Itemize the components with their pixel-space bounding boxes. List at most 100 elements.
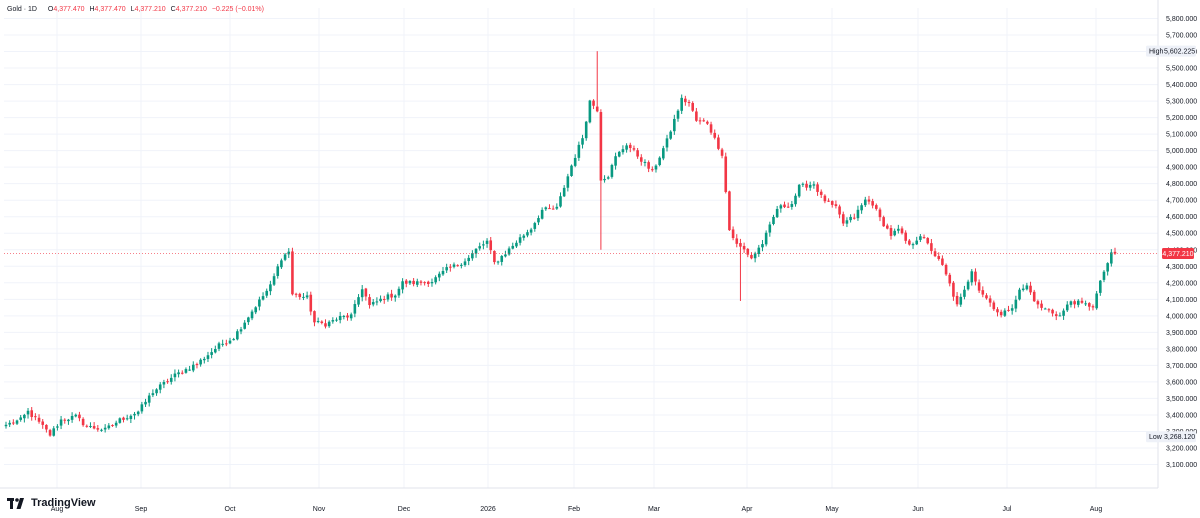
candle-body bbox=[662, 148, 665, 159]
candle-body bbox=[816, 184, 819, 192]
candle-body bbox=[1095, 293, 1098, 309]
candle-body bbox=[1084, 303, 1087, 305]
candle-body bbox=[731, 229, 735, 239]
y-tick-label: 5,700.000 bbox=[1166, 33, 1197, 40]
candle-body bbox=[632, 148, 636, 150]
candle-body bbox=[830, 201, 834, 205]
candle-body bbox=[852, 217, 856, 219]
candle-body bbox=[933, 251, 937, 257]
candle-body bbox=[460, 264, 463, 266]
candle-body bbox=[834, 204, 838, 207]
candle-body bbox=[930, 243, 933, 251]
candle-body bbox=[1003, 310, 1007, 316]
candle-body bbox=[544, 207, 548, 210]
candle-body bbox=[30, 410, 34, 417]
candle-body bbox=[496, 261, 500, 263]
candle-body bbox=[639, 157, 643, 162]
candle-body bbox=[680, 97, 683, 111]
candle-body bbox=[709, 124, 713, 133]
candle-body bbox=[283, 254, 287, 260]
candle-body bbox=[269, 284, 272, 292]
y-tick-label: 4,500.000 bbox=[1166, 231, 1197, 238]
candle-body bbox=[908, 240, 911, 245]
candle-body bbox=[430, 282, 434, 284]
candle-body bbox=[838, 206, 841, 215]
candle-body bbox=[746, 248, 750, 255]
high-value: 4,377.470 bbox=[94, 6, 126, 13]
candle-body bbox=[540, 209, 544, 219]
candle-body bbox=[195, 364, 199, 366]
candle-body bbox=[673, 118, 676, 132]
candle-body bbox=[118, 418, 122, 423]
candle-body bbox=[566, 176, 570, 188]
candle-body bbox=[1018, 289, 1021, 300]
low-value: 4,377.210 bbox=[134, 6, 166, 13]
y-tick-label: 5,000.000 bbox=[1166, 148, 1197, 155]
candle-body bbox=[23, 414, 26, 419]
candle-body bbox=[427, 281, 430, 284]
candle-body bbox=[169, 377, 173, 382]
candle-body bbox=[1073, 301, 1076, 305]
time-axis[interactable]: Aug Sep Oct Nov Dec 2026 Feb Mar Apr May Jun Jul Aug bbox=[51, 506, 1103, 513]
y-tick-label: 4,900.000 bbox=[1166, 165, 1197, 172]
candle-body bbox=[438, 273, 441, 278]
candle-body bbox=[1091, 306, 1095, 308]
candle-body bbox=[948, 274, 952, 284]
candle-body bbox=[779, 205, 783, 209]
candle-body bbox=[617, 151, 621, 157]
x-tick-label: Feb bbox=[568, 506, 580, 513]
candle-body bbox=[184, 369, 188, 373]
y-tick-label: 3,900.000 bbox=[1166, 330, 1197, 337]
tradingview-logo[interactable]: TradingView bbox=[7, 497, 96, 509]
candle-body bbox=[768, 224, 772, 233]
candle-body bbox=[937, 256, 941, 259]
candle-body bbox=[999, 311, 1003, 316]
candle-body bbox=[959, 296, 963, 305]
candle-body bbox=[214, 349, 217, 353]
candle-body bbox=[393, 295, 397, 298]
candle-body bbox=[309, 294, 313, 312]
candle-body bbox=[926, 238, 930, 244]
candle-body bbox=[801, 183, 805, 185]
candle-body bbox=[985, 295, 988, 299]
candle-body bbox=[753, 253, 757, 259]
candle-body bbox=[654, 165, 658, 170]
candle-body bbox=[687, 102, 691, 104]
candle-body bbox=[595, 106, 599, 112]
candle-body bbox=[45, 424, 48, 430]
candle-body bbox=[970, 271, 974, 283]
x-tick-label: Sep bbox=[135, 506, 148, 513]
price-axis[interactable]: 5,800.0005,700.0005,600.0005,500.0005,40… bbox=[1166, 16, 1197, 469]
candle-body bbox=[577, 144, 581, 158]
candle-body bbox=[239, 329, 243, 332]
candle-body bbox=[41, 421, 45, 425]
candle-body bbox=[1029, 285, 1032, 293]
candle-body bbox=[247, 317, 250, 323]
y-tick-label: 5,400.000 bbox=[1166, 82, 1197, 89]
candle-body bbox=[628, 144, 632, 149]
symbol-name[interactable]: Gold · 1D bbox=[7, 6, 37, 13]
candle-body bbox=[100, 429, 103, 431]
candle-body bbox=[67, 419, 70, 422]
candle-body bbox=[360, 289, 364, 298]
y-tick-label: 3,500.000 bbox=[1166, 396, 1197, 403]
candle-body bbox=[500, 256, 504, 262]
candle-body bbox=[144, 401, 147, 405]
candle-body bbox=[808, 184, 812, 188]
candle-body bbox=[48, 430, 52, 436]
candle-body bbox=[280, 260, 283, 268]
low-marker-badge bbox=[1146, 431, 1196, 443]
x-tick-label: Mar bbox=[648, 506, 661, 513]
symbol-legend: Gold · 1D O4,377.470 H4,377.470 L4,377.2… bbox=[7, 6, 264, 13]
candle-body bbox=[981, 290, 985, 295]
x-tick-label: Apr bbox=[742, 506, 754, 513]
candle-body bbox=[559, 196, 562, 207]
candle-body bbox=[974, 271, 977, 282]
candle-body bbox=[764, 232, 768, 245]
candle-body bbox=[526, 232, 529, 236]
candle-body bbox=[1036, 301, 1040, 305]
x-tick-label: Dec bbox=[398, 506, 411, 513]
candle-body bbox=[89, 426, 92, 428]
candle-body bbox=[841, 214, 845, 224]
